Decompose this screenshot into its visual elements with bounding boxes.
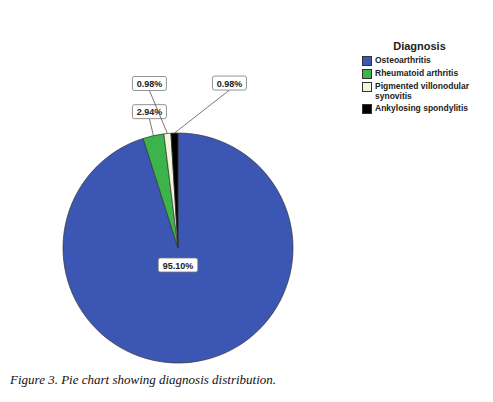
html-text:Diagnosis: Diagnosis	[393, 40, 446, 52]
svg-text:0.98%: 0.98%	[137, 79, 163, 89]
html-text:Rheumatoid arthritis: Rheumatoid arthritis	[375, 68, 459, 78]
html-text:Ankylosing spondylitis: Ankylosing spondylitis	[375, 103, 468, 113]
svg-text:95.10%: 95.10%	[163, 261, 194, 271]
html-text:Figure 3. Pie chart showing di: Figure 3. Pie chart showing diagnosis di…	[10, 372, 276, 387]
html-text:Pigmented villonodular synovit: Pigmented villonodular synovitis	[375, 81, 469, 101]
svg-text:0.98%: 0.98%	[217, 79, 243, 89]
html-text:Osteoarthritis: Osteoarthritis	[375, 55, 431, 65]
svg-text:2.94%: 2.94%	[136, 107, 163, 118]
